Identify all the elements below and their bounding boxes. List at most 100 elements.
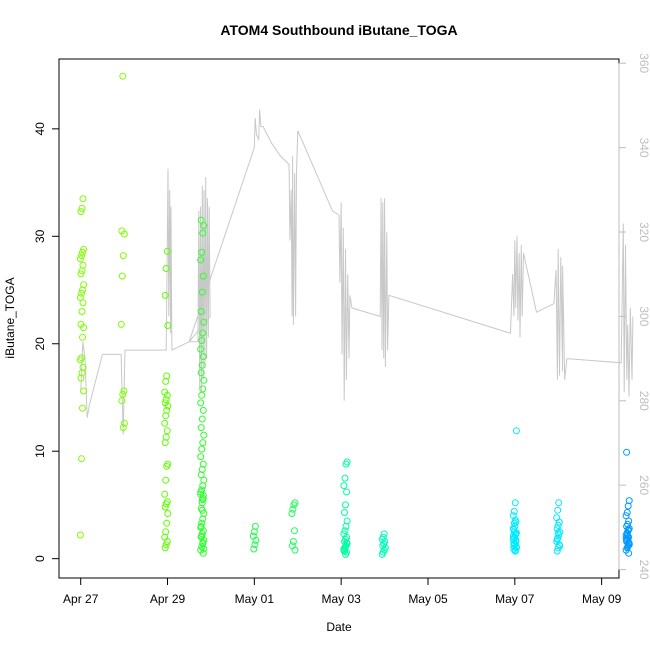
data-point: [76, 255, 84, 263]
y2-tick-label: 340: [637, 138, 650, 158]
data-point: [197, 471, 205, 479]
data-point: [623, 509, 631, 516]
data-point: [555, 499, 563, 507]
data-point: [199, 272, 207, 280]
data-point: [511, 547, 519, 555]
data-point: [340, 545, 348, 553]
y2-tick-label: 320: [637, 222, 650, 242]
data-point: [343, 488, 351, 496]
data-point: [198, 496, 206, 504]
axis-layer: Apr 27 Apr 29 May 01 May 03 May 05 May 07 May …: [33, 53, 650, 606]
data-point: [161, 291, 169, 299]
data-point: [120, 387, 128, 395]
data-point: [162, 476, 170, 484]
data-point: [79, 299, 87, 307]
data-point: [197, 546, 205, 554]
data-point: [554, 521, 562, 529]
data-point: [200, 376, 208, 384]
data-point: [380, 530, 388, 538]
data-point: [198, 506, 206, 514]
data-point: [554, 506, 562, 514]
data-point: [80, 245, 88, 253]
data-point: [80, 387, 88, 395]
data-point: [163, 498, 171, 506]
data-point: [511, 534, 519, 542]
data-point: [340, 530, 348, 538]
data-point: [340, 482, 348, 490]
data-point: [511, 516, 519, 524]
data-point: [76, 531, 84, 539]
data-point: [198, 543, 206, 551]
data-point: [163, 519, 171, 527]
data-point: [199, 385, 207, 393]
data-point: [510, 539, 518, 546]
data-point: [200, 476, 208, 484]
data-point: [78, 354, 85, 362]
data-point: [341, 509, 348, 516]
data-point: [164, 460, 172, 468]
data-point: [76, 294, 84, 301]
data-point: [200, 318, 208, 326]
data-point: [161, 419, 169, 427]
data-point: [198, 361, 206, 369]
y2-tick-label: 280: [637, 391, 650, 411]
data-point: [197, 453, 205, 461]
data-point: [119, 424, 127, 432]
data-point: [78, 308, 86, 315]
data-point: [250, 545, 258, 553]
gray-trace-layer: [80, 109, 634, 435]
data-point: [379, 533, 387, 541]
data-point: [197, 216, 205, 224]
y-tick-label: 0: [33, 555, 47, 562]
data-point: [162, 433, 170, 441]
data-point: [163, 406, 171, 414]
data-point: [291, 499, 299, 507]
data-point: [509, 512, 517, 520]
data-point: [288, 542, 296, 550]
data-point: [78, 252, 85, 260]
data-point: [79, 404, 86, 412]
data-point: [198, 337, 206, 344]
data-point: [119, 72, 127, 80]
data-point: [79, 248, 86, 256]
data-point: [251, 541, 259, 549]
data-point: [197, 308, 205, 315]
data-point: [342, 501, 349, 509]
data-point: [163, 247, 171, 255]
data-point: [78, 455, 85, 463]
data-point: [162, 541, 170, 549]
data-point: [289, 538, 297, 545]
data-point: [341, 527, 349, 535]
data-point: [119, 252, 127, 260]
data-point: [624, 543, 632, 551]
data-point: [622, 512, 630, 520]
y-axis-label: iButane_TOGA: [3, 277, 17, 358]
data-point: [512, 427, 520, 435]
data-point: [291, 527, 298, 535]
data-point: [288, 510, 296, 517]
gray-trace-line: [80, 109, 634, 435]
data-point: [77, 374, 85, 382]
data-point: [343, 458, 351, 466]
data-point: [199, 439, 207, 447]
data-point: [510, 519, 518, 527]
data-point: [199, 406, 207, 414]
data-point: [197, 399, 205, 407]
data-point: [161, 490, 169, 498]
data-point: [78, 204, 86, 212]
data-point: [120, 419, 128, 427]
x-tick-label: May 01: [235, 592, 275, 606]
data-point: [341, 474, 349, 482]
data-point: [161, 544, 169, 552]
data-point: [162, 412, 170, 420]
data-point: [198, 532, 206, 540]
data-point: [197, 369, 205, 377]
data-point: [198, 415, 206, 423]
data-point: [200, 545, 208, 553]
data-point: [162, 265, 170, 272]
y-tick-label: 40: [33, 122, 47, 136]
data-point: [161, 399, 169, 407]
data-point: [623, 448, 631, 456]
data-point: [249, 532, 257, 540]
